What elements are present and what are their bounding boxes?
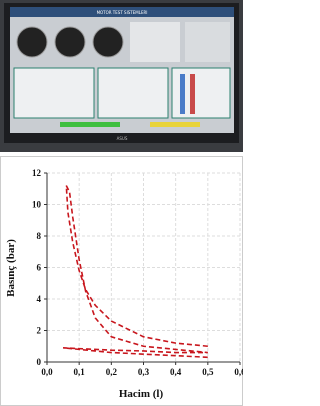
y-tick-label: 2 [37, 326, 42, 336]
panel [130, 22, 180, 62]
x-tick-label: 0,1 [74, 367, 86, 377]
progress [60, 122, 120, 127]
gauge [93, 27, 123, 57]
figure: MOTOR TEST SISTEMLERI ASUS Hacim (l) Bas… [0, 0, 243, 406]
x-tick-label: 0,2 [106, 367, 118, 377]
y-axis-label: Basınç (bar) [5, 239, 17, 297]
y-tick-label: 6 [37, 263, 42, 273]
progress [150, 122, 200, 127]
panel [98, 68, 168, 118]
x-tick-label: 0,6 [234, 367, 243, 377]
x-axis-label: Hacim (l) [119, 388, 164, 400]
x-tick-label: 0,5 [202, 367, 214, 377]
gauge [55, 27, 85, 57]
level-bar [190, 74, 195, 114]
gauge [17, 27, 47, 57]
y-tick-label: 12 [32, 168, 42, 178]
level-bar [180, 74, 185, 114]
y-tick-label: 0 [37, 357, 42, 367]
photo: MOTOR TEST SISTEMLERI ASUS [0, 0, 243, 152]
brand: ASUS [117, 136, 128, 141]
x-tick-label: 0,3 [138, 367, 150, 377]
x-tick-label: 0,0 [41, 367, 53, 377]
y-tick-label: 4 [37, 294, 42, 304]
page: MOTOR TEST SISTEMLERI ASUS Hacim (l) Bas… [0, 0, 243, 406]
panel [185, 22, 230, 62]
panel [14, 68, 94, 118]
screen-title: MOTOR TEST SISTEMLERI [97, 10, 148, 15]
y-tick-label: 8 [37, 231, 42, 241]
x-tick-label: 0,4 [170, 367, 182, 377]
y-tick-label: 10 [32, 200, 42, 210]
